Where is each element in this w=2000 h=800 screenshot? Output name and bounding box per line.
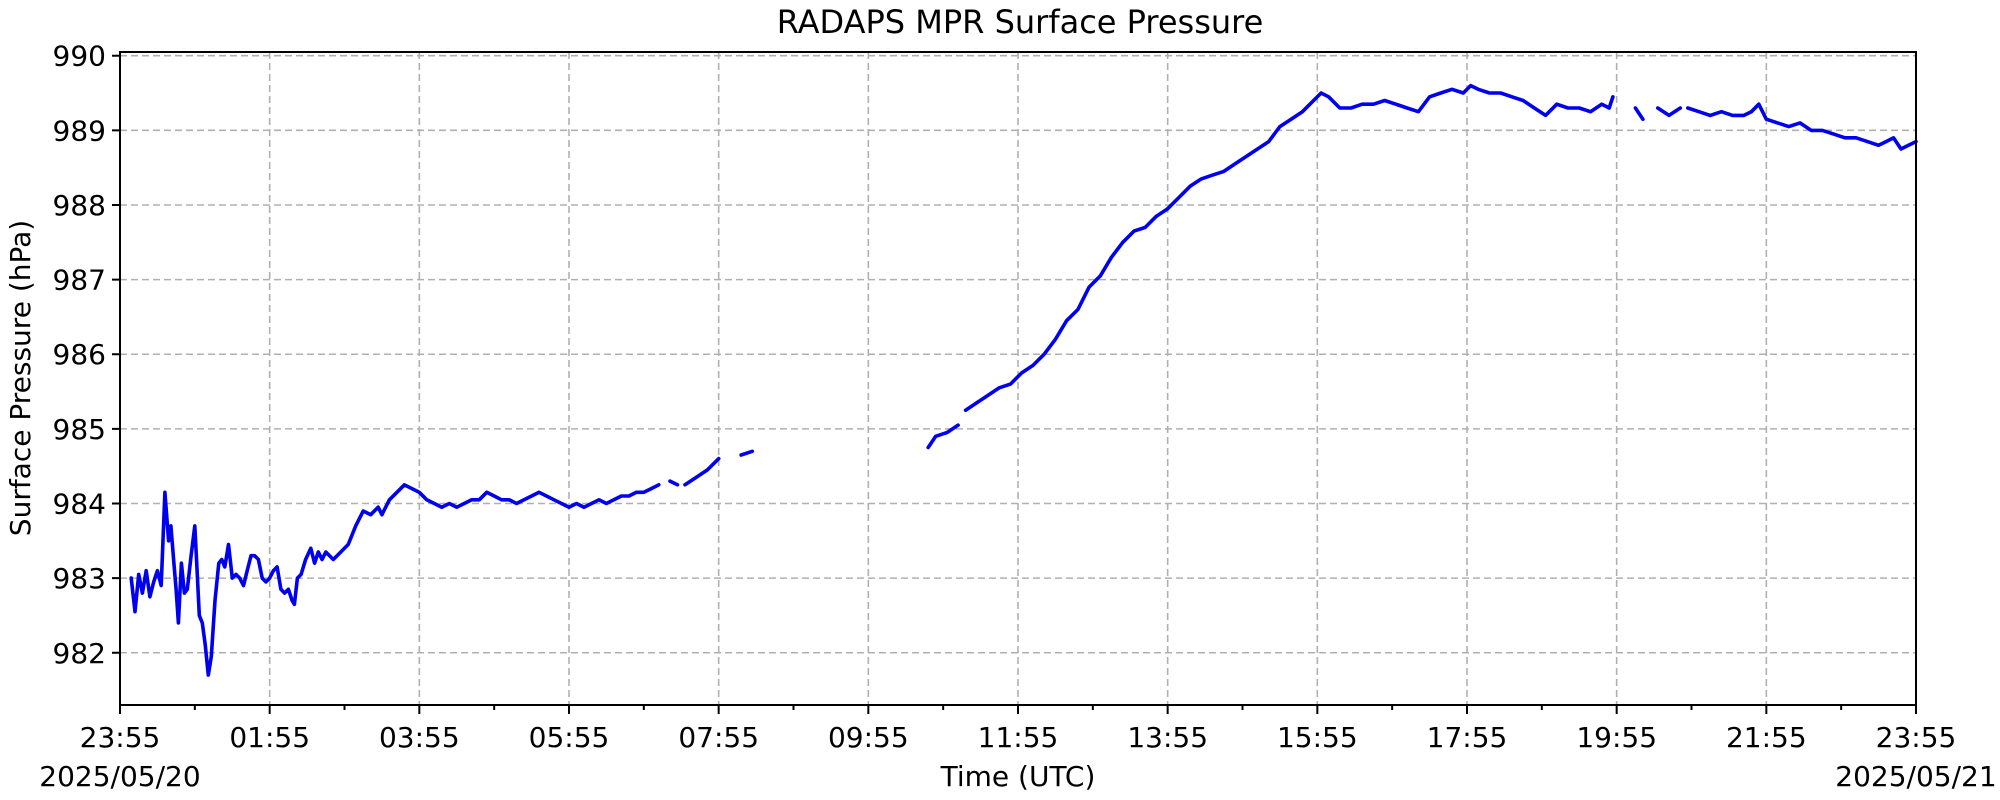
series-line-segment: [926, 423, 960, 450]
x-axis-ticks: 23:55 01:55 03:55 05:55 07:55 09:55 11:55 13:55…: [80, 705, 1957, 754]
y-tick-label: 984: [53, 488, 106, 521]
x-tick-label: 17:55: [1427, 721, 1508, 754]
chart-title: RADAPS MPR Surface Pressure: [777, 3, 1264, 41]
series-pressure: [129, 83, 1918, 677]
x-tick-label: 19:55: [1576, 721, 1657, 754]
x-tick-label: 05:55: [529, 721, 610, 754]
x-tick-label: 01:55: [229, 721, 310, 754]
series-line-segment: [1633, 106, 1645, 121]
y-tick-label: 982: [53, 637, 106, 670]
y-axis-label: Surface Pressure (hPa): [4, 220, 37, 536]
x-axis-label: Time (UTC): [940, 760, 1096, 793]
series-line-segment: [129, 483, 661, 677]
x-tick-label: 11:55: [978, 721, 1059, 754]
series-line-segment: [1686, 102, 1918, 151]
y-tick-label: 986: [53, 338, 106, 371]
series-line-segment: [683, 456, 721, 487]
x-tick-label: 23:55: [80, 721, 161, 754]
y-tick-label: 988: [53, 189, 106, 222]
x-tick-label: 15:55: [1277, 721, 1358, 754]
x-tick-label: 03:55: [379, 721, 460, 754]
y-tick-label: 987: [53, 264, 106, 297]
x-tick-label: 13:55: [1127, 721, 1208, 754]
y-tick-label: 985: [53, 413, 106, 446]
y-tick-label: 983: [53, 562, 106, 595]
start-date-label: 2025/05/20: [39, 760, 200, 793]
x-tick-label: 09:55: [828, 721, 909, 754]
series-line-segment: [739, 449, 755, 457]
series-line-segment: [1656, 106, 1683, 118]
x-tick-label: 23:55: [1876, 721, 1957, 754]
grid-lines: [120, 52, 1916, 705]
series-line-segment: [963, 83, 1615, 412]
y-tick-label: 990: [53, 40, 106, 73]
y-tick-label: 989: [53, 114, 106, 147]
series-line-segment: [668, 479, 680, 487]
x-tick-label: 21:55: [1726, 721, 1807, 754]
y-axis-ticks: 982 983 984 985 986 987 988 989 990: [53, 40, 120, 670]
x-tick-label: 07:55: [678, 721, 759, 754]
end-date-label: 2025/05/21: [1835, 760, 1996, 793]
